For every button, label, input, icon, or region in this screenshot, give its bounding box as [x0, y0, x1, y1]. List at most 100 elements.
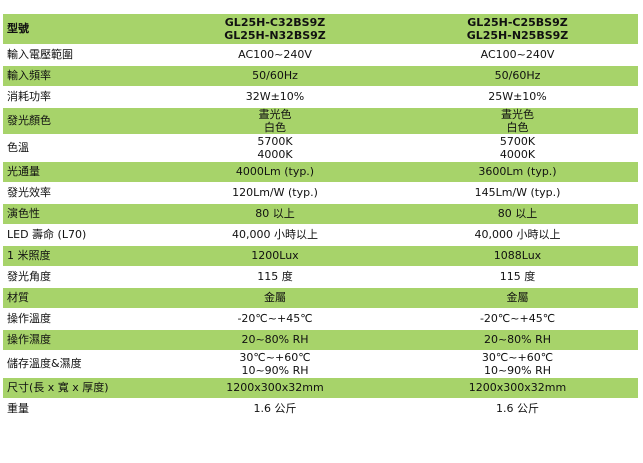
- value-line: 50/60Hz: [252, 69, 298, 82]
- value-line: 20~80% RH: [241, 333, 309, 346]
- row-value-model-a: 5700K 4000K: [153, 134, 397, 162]
- table-row: 發光角度 115 度 115 度: [3, 266, 638, 288]
- table-row: 操作濕度 20~80% RH 20~80% RH: [3, 329, 638, 351]
- value-line: 10~90% RH: [241, 363, 309, 377]
- value-line: 金屬: [506, 291, 529, 304]
- row-label: 發光顏色: [3, 107, 153, 135]
- value-line: 晝光色: [501, 107, 534, 121]
- row-label: 操作濕度: [3, 329, 153, 351]
- value-line: 40,000 小時以上: [232, 228, 318, 241]
- row-value-model-a: AC100~240V: [153, 44, 397, 66]
- value-line: 115 度: [499, 270, 536, 283]
- table-header-row: 型號 GL25H-C32BS9Z GL25H-N32BS9Z GL25H-C25…: [3, 14, 638, 45]
- header-model-a: GL25H-C32BS9Z GL25H-N32BS9Z: [153, 14, 397, 45]
- header-model-a-line: GL25H-N32BS9Z: [224, 28, 326, 42]
- table-row: LED 壽命 (L70) 40,000 小時以上 40,000 小時以上: [3, 224, 638, 246]
- row-label: 發光角度: [3, 266, 153, 288]
- row-value-model-b: 晝光色 白色: [397, 107, 638, 135]
- row-label: 色溫: [3, 134, 153, 162]
- row-value-model-a: 1.6 公斤: [153, 398, 397, 420]
- row-value-model-a: 80 以上: [153, 203, 397, 225]
- row-label: 光通量: [3, 161, 153, 183]
- table-row: 發光顏色 晝光色 白色 晝光色 白色: [3, 107, 638, 135]
- row-label: 消耗功率: [3, 86, 153, 108]
- value-line: 1088Lux: [493, 249, 542, 262]
- spec-table-body: 型號 GL25H-C32BS9Z GL25H-N32BS9Z GL25H-C25…: [3, 14, 638, 420]
- value-line: 25W±10%: [488, 90, 547, 103]
- row-label: 儲存溫度&濕度: [3, 350, 153, 378]
- table-row: 演色性 80 以上 80 以上: [3, 203, 638, 225]
- value-line: AC100~240V: [480, 48, 555, 61]
- value-line: 3600Lm (typ.): [478, 165, 557, 178]
- row-label: 操作溫度: [3, 308, 153, 330]
- value-line: -20℃~+45℃: [237, 312, 313, 325]
- row-value-model-b: 30℃~+60℃ 10~90% RH: [397, 350, 638, 378]
- table-row: 消耗功率 32W±10% 25W±10%: [3, 86, 638, 108]
- row-value-model-b: 1200x300x32mm: [397, 377, 638, 399]
- row-label: 材質: [3, 287, 153, 309]
- value-line: 40,000 小時以上: [474, 228, 561, 241]
- row-value-model-b: 115 度: [397, 266, 638, 288]
- row-value-model-b: 80 以上: [397, 203, 638, 225]
- row-value-model-a: 115 度: [153, 266, 397, 288]
- row-value-model-a: -20℃~+45℃: [153, 308, 397, 330]
- table-row: 材質 金屬 金屬: [3, 287, 638, 309]
- value-line: 1.6 公斤: [496, 402, 539, 415]
- value-line: 4000K: [257, 147, 293, 161]
- row-value-model-b: -20℃~+45℃: [397, 308, 638, 330]
- row-label: 演色性: [3, 203, 153, 225]
- row-value-model-a: 32W±10%: [153, 86, 397, 108]
- table-row: 輸入頻率 50/60Hz 50/60Hz: [3, 65, 638, 87]
- table-row: 光通量 4000Lm (typ.) 3600Lm (typ.): [3, 161, 638, 183]
- table-row: 重量 1.6 公斤 1.6 公斤: [3, 398, 638, 420]
- table-row: 色溫 5700K 4000K 5700K 4000K: [3, 134, 638, 162]
- header-model-b: GL25H-C25BS9Z GL25H-N25BS9Z: [397, 14, 638, 45]
- table-row: 輸入電壓範圍 AC100~240V AC100~240V: [3, 44, 638, 66]
- row-value-model-a: 1200Lux: [153, 245, 397, 267]
- value-line: 80 以上: [255, 207, 295, 220]
- value-line: -20℃~+45℃: [479, 312, 556, 325]
- value-line: 白色: [506, 120, 529, 134]
- value-line: 30℃~+60℃: [481, 350, 554, 364]
- value-line: 120Lm/W (typ.): [232, 186, 318, 199]
- value-line: 20~80% RH: [483, 333, 552, 346]
- value-line: 80 以上: [497, 207, 538, 220]
- value-line: 32W±10%: [245, 90, 305, 103]
- table-row: 尺寸(長 x 寬 x 厚度) 1200x300x32mm 1200x300x32mm: [3, 377, 638, 399]
- row-value-model-a: 120Lm/W (typ.): [153, 182, 397, 204]
- spec-table: 型號 GL25H-C32BS9Z GL25H-N32BS9Z GL25H-C25…: [3, 14, 638, 420]
- value-line: 1200x300x32mm: [226, 381, 324, 394]
- row-value-model-a: 20~80% RH: [153, 329, 397, 351]
- row-label: 輸入頻率: [3, 65, 153, 87]
- value-line: 50/60Hz: [494, 69, 541, 82]
- row-value-model-b: 3600Lm (typ.): [397, 161, 638, 183]
- row-value-model-b: 金屬: [397, 287, 638, 309]
- row-value-model-a: 1200x300x32mm: [153, 377, 397, 399]
- table-row: 1 米照度 1200Lux 1088Lux: [3, 245, 638, 267]
- row-value-model-a: 4000Lm (typ.): [153, 161, 397, 183]
- table-row: 發光效率 120Lm/W (typ.) 145Lm/W (typ.): [3, 182, 638, 204]
- value-line: 115 度: [257, 270, 293, 283]
- value-line: 30℃~+60℃: [239, 350, 311, 364]
- row-label: 重量: [3, 398, 153, 420]
- header-label: 型號: [3, 14, 153, 45]
- row-label: 1 米照度: [3, 245, 153, 267]
- value-line: AC100~240V: [238, 48, 312, 61]
- header-model-b-line: GL25H-C25BS9Z: [467, 15, 568, 29]
- value-line: 4000Lm (typ.): [235, 165, 315, 178]
- row-label: 發光效率: [3, 182, 153, 204]
- row-value-model-b: 50/60Hz: [397, 65, 638, 87]
- row-value-model-b: 40,000 小時以上: [397, 224, 638, 246]
- value-line: 1200x300x32mm: [468, 381, 567, 394]
- row-value-model-a: 晝光色 白色: [153, 107, 397, 135]
- row-value-model-b: 1.6 公斤: [397, 398, 638, 420]
- row-value-model-a: 50/60Hz: [153, 65, 397, 87]
- header-model-a-line: GL25H-C32BS9Z: [224, 15, 326, 29]
- value-line: 5700K: [499, 134, 536, 148]
- row-label: 尺寸(長 x 寬 x 厚度): [3, 377, 153, 399]
- row-label: LED 壽命 (L70): [3, 224, 153, 246]
- table-row: 儲存溫度&濕度 30℃~+60℃ 10~90% RH 30℃~+60℃ 10~90% R…: [3, 350, 638, 378]
- row-value-model-a: 40,000 小時以上: [153, 224, 397, 246]
- value-line: 1.6 公斤: [253, 402, 297, 415]
- value-line: 145Lm/W (typ.): [474, 186, 561, 199]
